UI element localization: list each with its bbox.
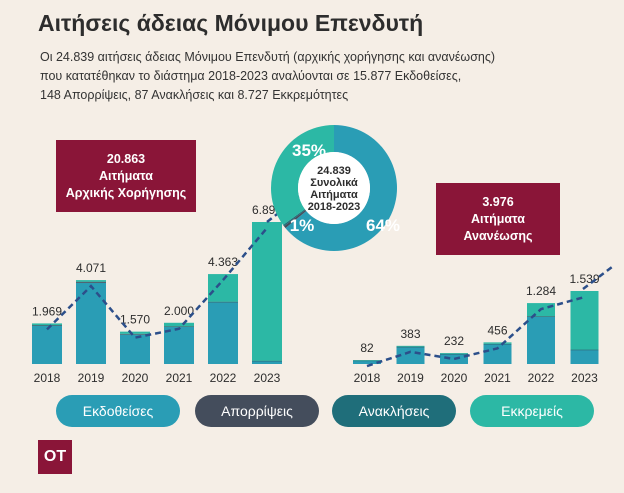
- renewal-bar-segment: [527, 316, 555, 364]
- renewal-requests-line1: Αιτήματα: [471, 211, 525, 226]
- legend-rejected: Απορρίψεις: [195, 395, 319, 427]
- initial-requests-line1: Αιτήματα: [99, 168, 153, 183]
- renewal-bar-segment: [483, 344, 512, 364]
- initial-bar-segment: [164, 326, 194, 327]
- renewal-year-label: 2020: [441, 371, 468, 385]
- donut-slice: [283, 209, 307, 229]
- renewal-trend-extension: [582, 266, 613, 290]
- renewal-bar-segment: [396, 346, 425, 348]
- initial-bar-segment: [76, 281, 106, 283]
- initial-year-label: 2023: [254, 371, 281, 385]
- initial-bar-segment: [252, 222, 282, 361]
- renewal-year-label: 2023: [571, 371, 598, 385]
- renewal-value-label: 456: [487, 323, 507, 337]
- legend-pending: Εκκρεμείς: [470, 395, 594, 427]
- initial-bar-segment: [252, 360, 282, 364]
- renewal-value-label: 232: [444, 334, 464, 348]
- renewal-bar-segment: [396, 346, 425, 364]
- initial-bar-segment: [32, 323, 62, 326]
- initial-requests-box: 20.863 Αιτήματα Αρχικής Χορήγησης: [56, 140, 196, 212]
- renewal-bar-segment: [527, 316, 555, 317]
- initial-bar-segment: [32, 325, 62, 326]
- renewal-bar-segment: [570, 291, 599, 350]
- renewal-trend-line: [366, 295, 585, 368]
- renewal-bar-segment: [440, 352, 468, 354]
- initial-bar-segment: [76, 283, 106, 364]
- initial-bar-segment: [120, 333, 150, 335]
- page-title: Αιτήσεις άδειας Μόνιμου Επενδυτή: [38, 10, 424, 36]
- donut-slice-label: 35%: [292, 141, 326, 160]
- legend-issued-label: Εκδοθείσες: [82, 403, 154, 419]
- renewal-value-label: 1.284: [526, 284, 556, 298]
- donut-hole: [298, 152, 370, 224]
- initial-year-label: 2019: [78, 371, 105, 385]
- donut-slice: [283, 209, 306, 227]
- renewal-year-label: 2018: [354, 371, 381, 385]
- donut-center-label: Αιτήματα: [310, 189, 358, 201]
- initial-year-label: 2021: [166, 371, 193, 385]
- renewal-bar-segment: [440, 353, 468, 355]
- legend-revoked: Ανακλήσεις: [332, 395, 456, 427]
- initial-bar-segment: [164, 322, 194, 327]
- publisher-logo: OT: [38, 440, 72, 474]
- initial-value-label: 2.000: [164, 304, 194, 318]
- donut-slice-label: 64%: [366, 216, 400, 235]
- renewal-year-label: 2019: [397, 371, 424, 385]
- legend-revoked-label: Ανακλήσεις: [358, 403, 430, 419]
- intro-line: που κατατέθηκαν το διάστημα 2018-2023 αν…: [40, 69, 462, 83]
- initial-bar-segment: [208, 302, 238, 364]
- intro-text: Οι 24.839 αιτήσεις άδειας Μόνιμου Επενδυ…: [40, 48, 600, 105]
- donut-slice: [285, 125, 398, 251]
- renewal-year-label: 2022: [528, 371, 555, 385]
- initial-value-label: 1.570: [120, 313, 150, 327]
- renewal-bar-segment: [396, 345, 425, 347]
- renewal-requests-box: 3.976 Αιτήματα Ανανέωσης: [436, 183, 560, 255]
- intro-line: Οι 24.839 αιτήσεις άδειας Μόνιμου Επενδυ…: [40, 50, 496, 64]
- initial-bar-segment: [120, 334, 150, 335]
- renewal-bar-segment: [353, 360, 381, 364]
- donut-center-label: 2018-2023: [308, 201, 361, 213]
- renewal-bar-segment: [483, 342, 512, 344]
- legend-issued: Εκδοθείσες: [56, 395, 180, 427]
- initial-bar-segment: [208, 301, 238, 303]
- initial-value-label: 1.969: [32, 304, 62, 318]
- initial-value-label: 4.363: [208, 255, 238, 269]
- renewal-value-label: 82: [360, 341, 374, 355]
- intro-line: 148 Απορρίψεις, 87 Ανακλήσεις και 8.727 …: [40, 88, 349, 102]
- donut-center-label: Συνολικά: [310, 177, 358, 189]
- renewal-value-label: 383: [400, 327, 420, 341]
- renewal-bar-segment: [570, 349, 599, 364]
- renewal-requests-value: 3.976: [482, 194, 514, 209]
- donut-slice: [270, 125, 334, 226]
- initial-year-label: 2020: [122, 371, 149, 385]
- renewal-requests-line2: Ανανέωσης: [463, 228, 533, 243]
- initial-requests-value: 20.863: [106, 151, 146, 166]
- donut-center-label: 24.839: [317, 165, 351, 177]
- initial-bar-segment: [76, 280, 106, 282]
- initial-bar-segment: [32, 325, 62, 326]
- initial-year-label: 2022: [210, 371, 237, 385]
- renewal-bar-segment: [483, 343, 512, 345]
- initial-trend-line: [46, 227, 268, 340]
- renewal-bar-segment: [570, 349, 599, 351]
- initial-requests-line2: Αρχικής Χορήγησης: [65, 185, 187, 200]
- initial-bar-segment: [120, 331, 150, 334]
- legend-pending-label: Εκκρεμείς: [501, 403, 563, 419]
- donut-slice-label: 1%: [290, 216, 315, 235]
- renewal-bar-segment: [353, 360, 381, 361]
- legend-rejected-label: Απορρίψεις: [221, 403, 293, 419]
- renewal-year-label: 2021: [484, 371, 511, 385]
- initial-year-label: 2018: [34, 371, 61, 385]
- initial-bar-segment: [120, 334, 150, 364]
- renewal-bar-segment: [440, 354, 468, 364]
- initial-bar-segment: [76, 282, 106, 284]
- renewal-bar-segment: [353, 360, 381, 362]
- initial-bar-segment: [252, 360, 282, 362]
- initial-bar-segment: [164, 326, 194, 364]
- initial-bar-segment: [32, 325, 62, 364]
- initial-value-label: 4.071: [76, 261, 106, 275]
